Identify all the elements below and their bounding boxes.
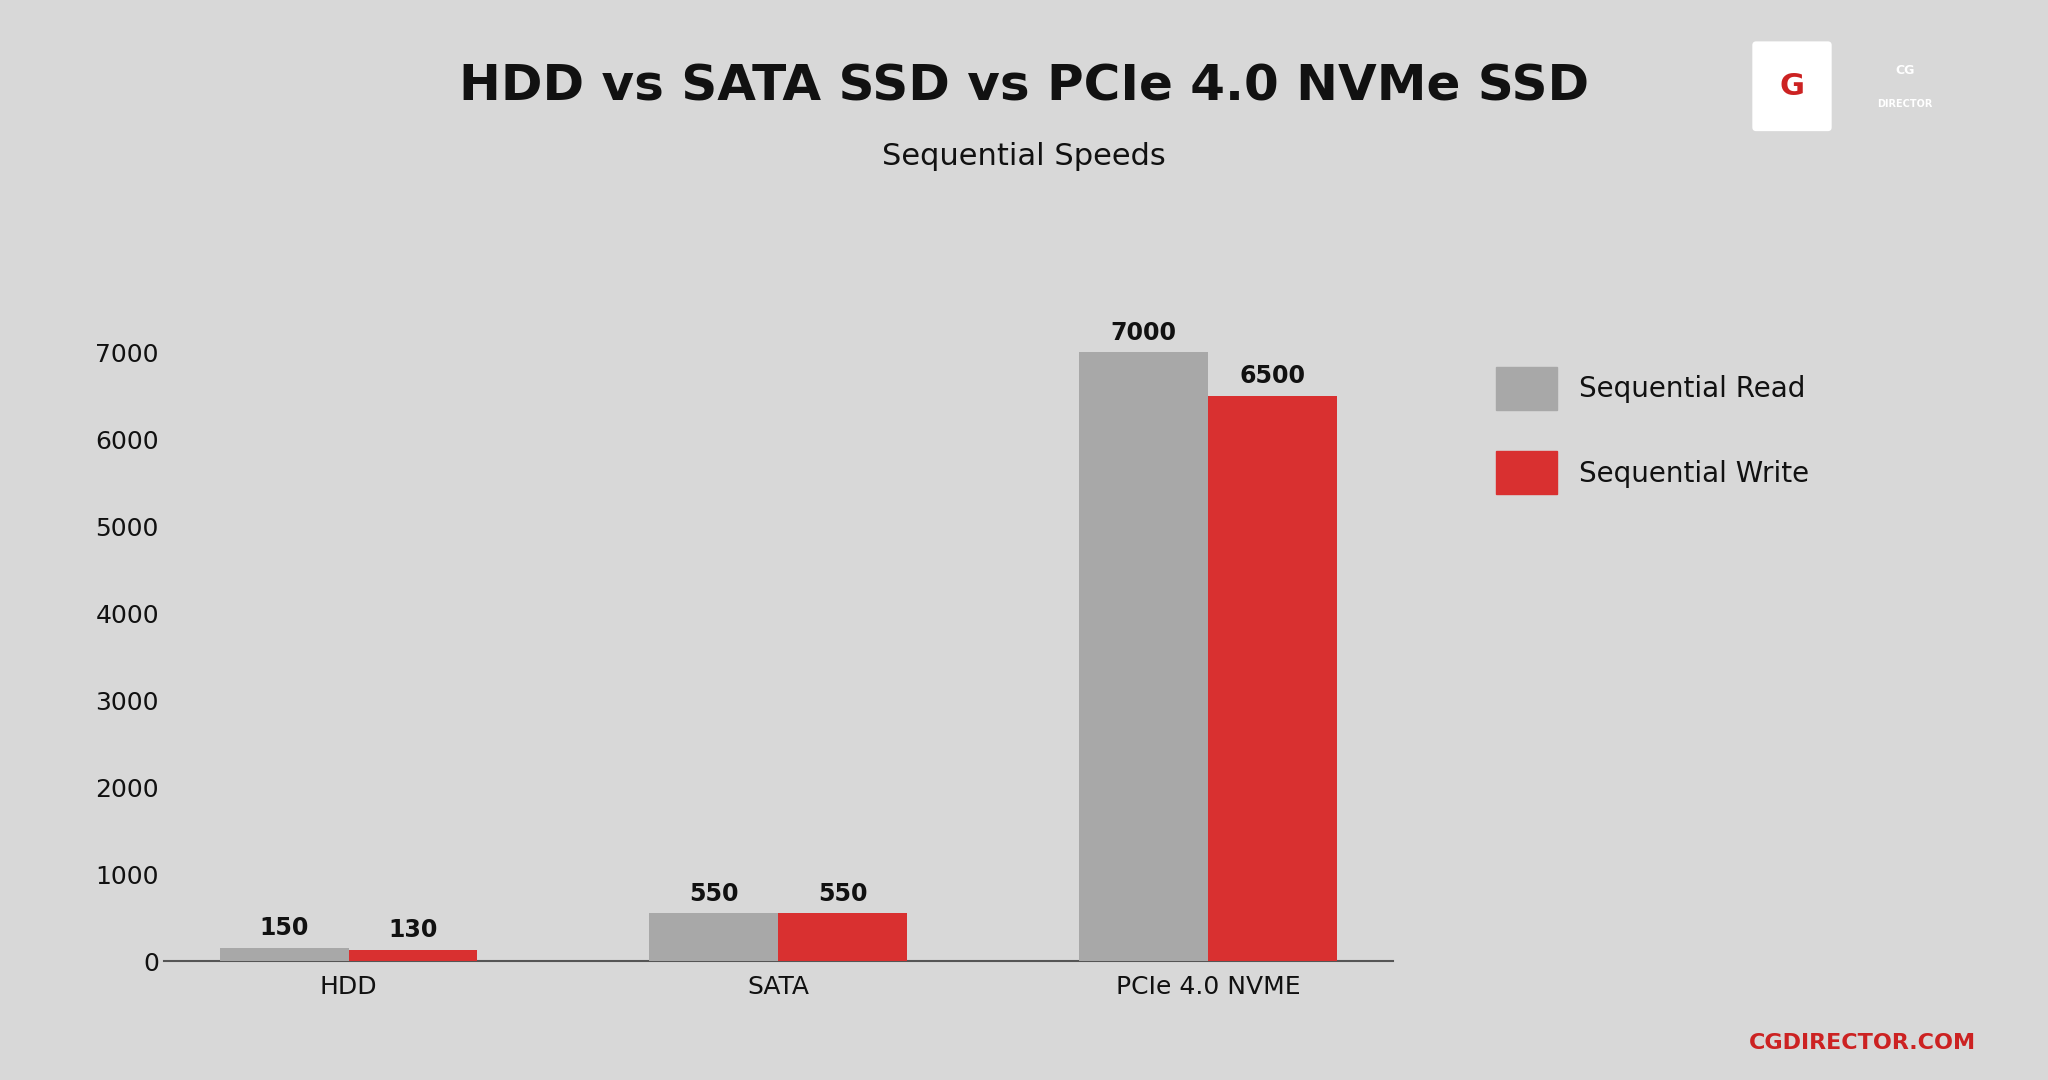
- Text: HDD vs SATA SSD vs PCIe 4.0 NVMe SSD: HDD vs SATA SSD vs PCIe 4.0 NVMe SSD: [459, 63, 1589, 110]
- Text: Sequential Speeds: Sequential Speeds: [883, 143, 1165, 171]
- Bar: [1079, 352, 1208, 961]
- Bar: [219, 948, 348, 961]
- Text: 550: 550: [688, 881, 739, 905]
- Text: 150: 150: [260, 916, 309, 941]
- Text: 130: 130: [389, 918, 438, 942]
- Bar: [649, 914, 778, 961]
- Bar: [348, 950, 477, 961]
- Text: CG: CG: [1894, 65, 1915, 78]
- Text: 6500: 6500: [1239, 364, 1305, 388]
- FancyBboxPatch shape: [1753, 41, 1831, 131]
- Bar: [1208, 396, 1337, 961]
- Text: G: G: [1780, 71, 1804, 100]
- Bar: [778, 914, 907, 961]
- Text: DIRECTOR: DIRECTOR: [1876, 99, 1933, 109]
- Text: 550: 550: [817, 881, 868, 905]
- Text: CGDIRECTOR.COM: CGDIRECTOR.COM: [1749, 1032, 1976, 1053]
- Text: 7000: 7000: [1110, 321, 1176, 345]
- Legend: Sequential Read, Sequential Write: Sequential Read, Sequential Write: [1468, 339, 1837, 522]
